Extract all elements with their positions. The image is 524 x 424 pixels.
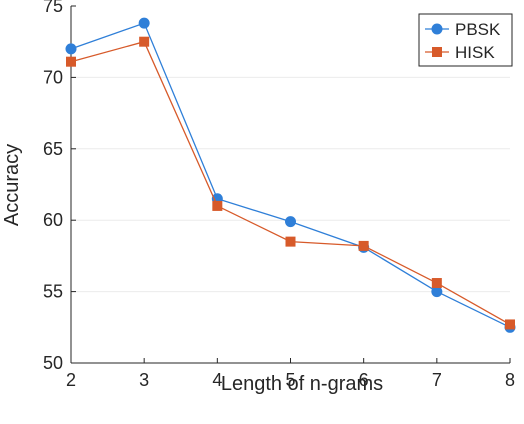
x-axis-label: Length of n-grams <box>221 373 383 395</box>
y-tick-label: 75 <box>43 0 63 16</box>
series-hisk <box>66 36 515 330</box>
data-point-pbsk <box>65 43 77 55</box>
y-tick-label: 60 <box>43 210 63 230</box>
data-point-hisk <box>212 200 223 211</box>
legend: PBSK HISK <box>418 13 513 67</box>
series-line-hisk <box>70 40 511 326</box>
data-point-hisk <box>139 36 150 47</box>
data-point-hisk <box>505 319 515 330</box>
x-tick-labels: 2 3 4 5 6 7 8 <box>66 370 515 390</box>
legend-marker-hisk <box>432 47 442 57</box>
x-tick-label: 6 <box>359 370 369 390</box>
data-point-pbsk <box>431 286 443 298</box>
y-tick-label: 65 <box>43 139 63 159</box>
series-line-pbsk <box>70 22 511 328</box>
data-point-pbsk <box>285 216 296 228</box>
x-tick-label: 5 <box>285 370 295 390</box>
y-tick-label: 55 <box>43 282 63 302</box>
x-tick-label: 7 <box>432 370 442 390</box>
x-tick-label: 2 <box>66 370 76 390</box>
data-point-pbsk <box>138 17 150 29</box>
data-point-hisk <box>285 236 296 247</box>
legend-box <box>418 13 513 67</box>
y-tick-label: 50 <box>43 353 63 373</box>
x-tick-label: 3 <box>139 370 149 390</box>
data-series <box>65 17 516 333</box>
data-point-hisk <box>358 240 369 251</box>
y-tick-label: 70 <box>43 67 63 87</box>
legend-marker-pbsk <box>431 23 443 35</box>
legend-label-pbsk: PBSK <box>455 20 501 39</box>
x-tick-label: 4 <box>212 370 222 390</box>
x-tick-label: 8 <box>505 370 515 390</box>
legend-label-hisk: HISK <box>455 43 495 62</box>
y-tick-labels: 50 55 60 65 70 75 <box>43 0 63 373</box>
y-axis-label: Accuracy <box>1 144 23 226</box>
gridlines <box>71 76 510 293</box>
data-point-hisk <box>431 278 442 289</box>
data-point-hisk <box>66 56 76 67</box>
